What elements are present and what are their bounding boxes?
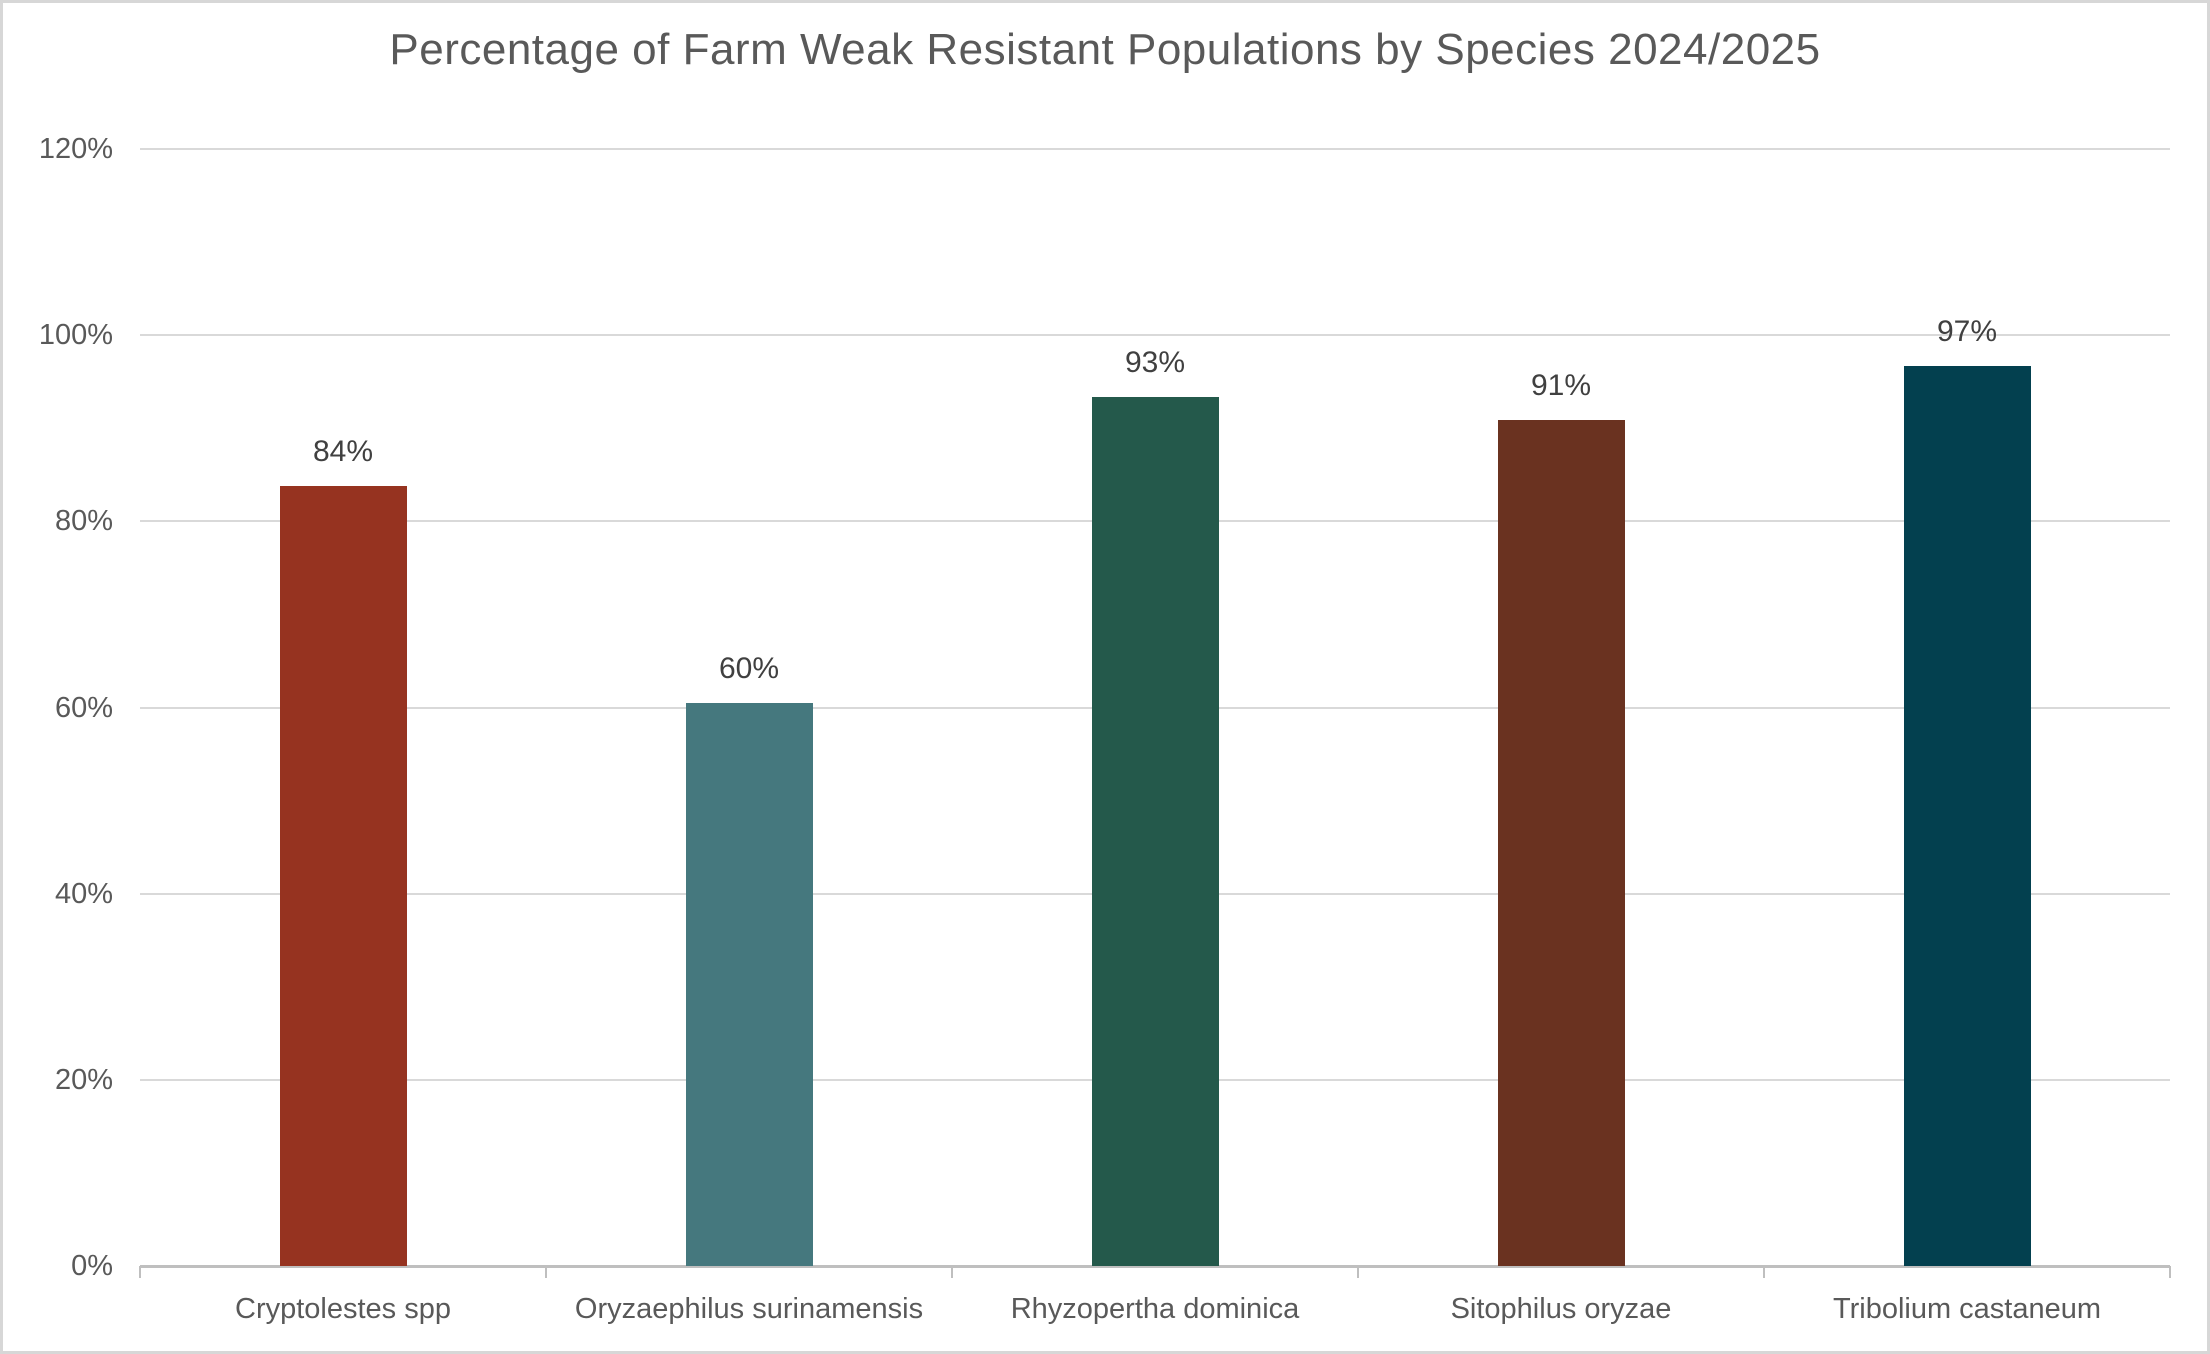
- bar-value-label: 93%: [1124, 345, 1186, 379]
- x-axis-category-label: Oryzaephilus surinamensis: [574, 1293, 924, 1325]
- x-axis-category-label: Cryptolestes spp: [235, 1293, 451, 1325]
- bar-oryzaephilus-surinamensis: [685, 702, 813, 1266]
- x-axis-tick: [2169, 1266, 2171, 1278]
- bar-value-label: 91%: [1530, 368, 1592, 402]
- x-axis-tick: [951, 1266, 953, 1278]
- bar-rhyzopertha-dominica: [1091, 396, 1219, 1266]
- chart-title: Percentage of Farm Weak Resistant Popula…: [389, 25, 1821, 74]
- x-axis-category-label: Sitophilus oryzae: [1450, 1293, 1672, 1325]
- gridline-120pct: [140, 148, 2170, 150]
- x-axis-tick: [139, 1266, 141, 1278]
- y-axis-tick-label: 60%: [54, 691, 113, 724]
- x-axis-tick: [545, 1266, 547, 1278]
- x-axis-tick: [1763, 1266, 1765, 1278]
- y-axis-tick-label: 20%: [54, 1063, 113, 1096]
- x-axis-category-label: Tribolium castaneum: [1832, 1293, 2102, 1325]
- x-axis-tick: [1357, 1266, 1359, 1278]
- y-axis-tick-label: 80%: [54, 505, 113, 538]
- x-axis-category-label: Rhyzopertha dominica: [1010, 1293, 1300, 1325]
- gridline-100pct: [140, 334, 2170, 337]
- x-axis-line: [140, 1265, 2170, 1268]
- bar-value-label: 97%: [1936, 314, 1998, 348]
- bar-value-label: 60%: [718, 651, 780, 685]
- bar-sitophilus-oryzae: [1497, 419, 1625, 1266]
- y-axis-tick-label: 40%: [54, 877, 113, 910]
- y-axis-tick-label: 0%: [71, 1250, 113, 1282]
- y-axis-tick-label: 100%: [38, 319, 113, 352]
- bar-tribolium-castaneum: [1903, 365, 2031, 1266]
- y-axis-tick-label: 120%: [38, 133, 113, 165]
- bar-cryptolestes-spp: [279, 485, 407, 1266]
- bar-value-label: 84%: [312, 434, 374, 468]
